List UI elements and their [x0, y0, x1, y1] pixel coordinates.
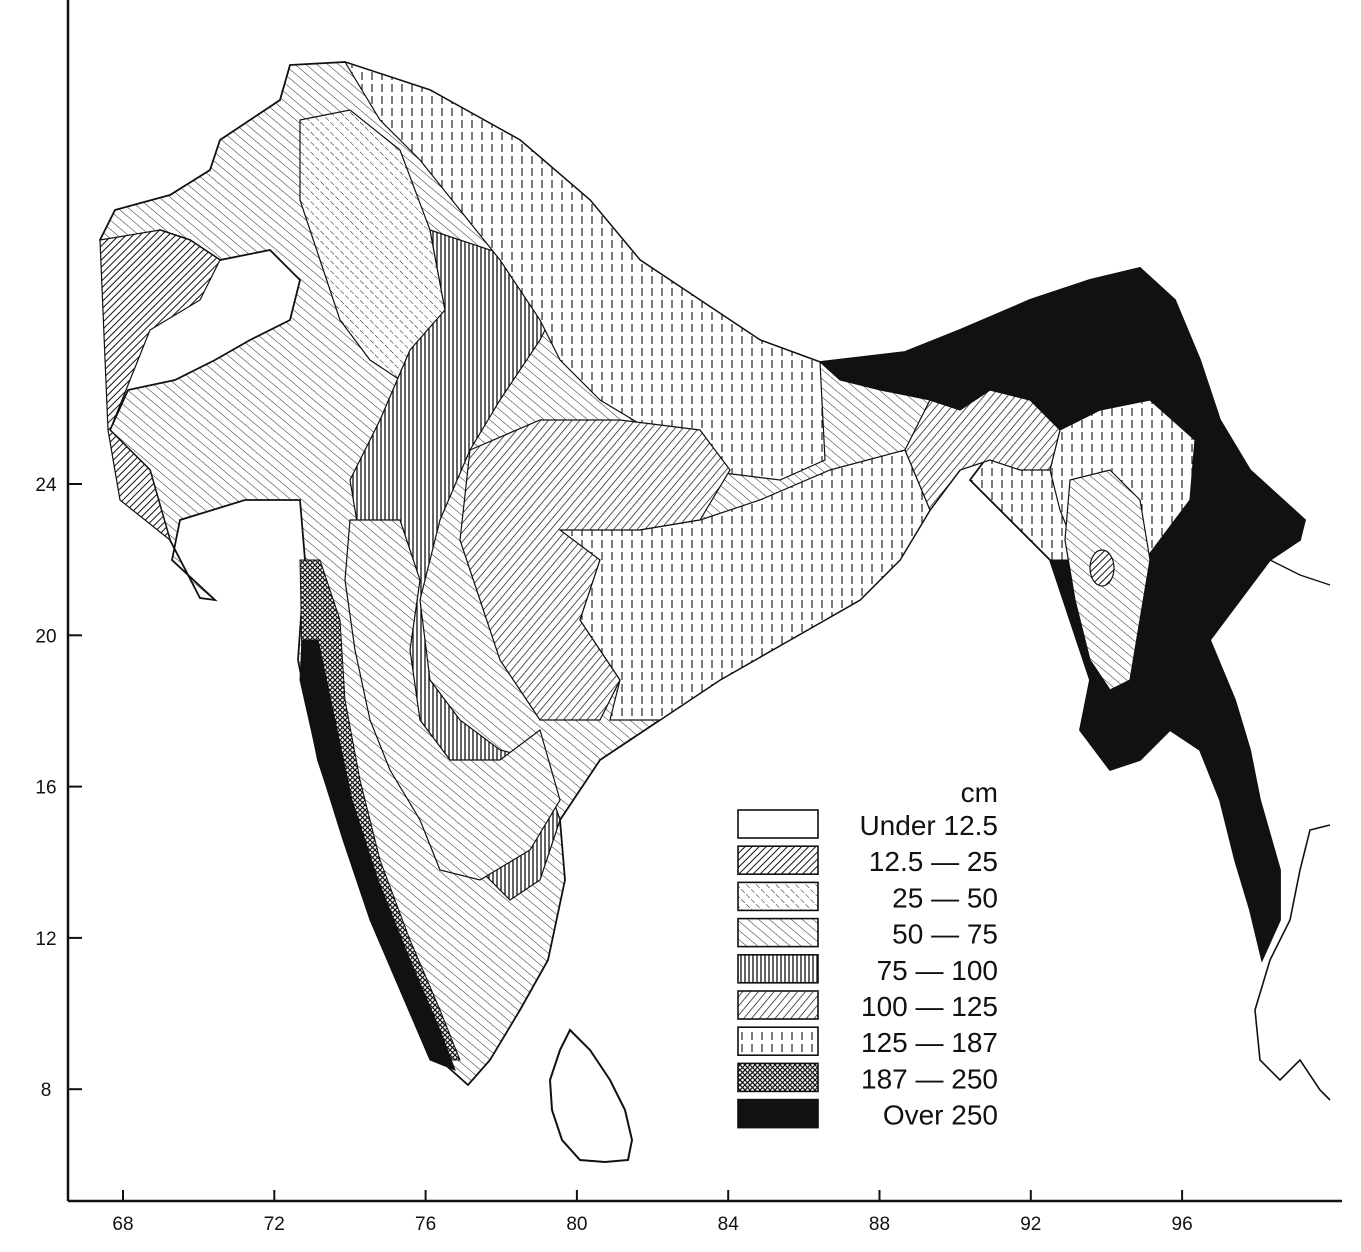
x-axis-ticks: 68 72 76 80 84 88 92 96: [112, 1190, 1193, 1235]
zone-deccan-50-75: [344, 519, 561, 881]
legend-label: 125 — 187: [861, 1027, 998, 1058]
legend-label: Under 12.5: [859, 810, 998, 841]
legend-label: 100 — 125: [861, 991, 998, 1022]
legend-swatch: [737, 1062, 819, 1093]
zone-konkan-over-250: [299, 639, 456, 1071]
legend-swatch: [737, 990, 819, 1020]
legend-swatch: [737, 809, 819, 839]
legend-label: Over 250: [883, 1100, 998, 1131]
legend: cm Under 12.5 12.5 — 25 25 — 50 50 — 75 75 —…: [737, 777, 998, 1131]
legend-label: 75 — 100: [877, 955, 998, 986]
y-tick-label: 16: [35, 778, 56, 799]
y-tick-label: 12: [35, 929, 56, 950]
legend-swatch: [737, 1026, 819, 1056]
legend-label: 187 — 250: [861, 1063, 998, 1094]
legend-swatch: [737, 953, 819, 984]
legend-label: 50 — 75: [892, 919, 998, 950]
zone-bengal-100-125: [904, 389, 1061, 512]
zone-thar-12-25: [99, 229, 221, 542]
laos-border-outline: [1269, 559, 1331, 586]
thailand-coast-outline: [1254, 824, 1331, 1101]
legend-label: 25 — 50: [892, 882, 998, 913]
x-tick-label: 88: [869, 1214, 890, 1235]
legend-swatch: [737, 917, 819, 948]
zone-gangetic-75-100: [349, 229, 561, 901]
zone-burma-core-12-25: [1089, 549, 1115, 587]
y-tick-label: 24: [35, 475, 57, 496]
x-tick-label: 96: [1172, 1214, 1193, 1235]
legend-unit: cm: [961, 777, 998, 808]
y-axis-ticks: 24 20 16 12 8: [35, 475, 82, 1101]
x-tick-label: 80: [566, 1214, 587, 1235]
x-tick-label: 76: [415, 1214, 436, 1235]
legend-swatch: [737, 1098, 819, 1129]
y-tick-label: 8: [41, 1080, 52, 1101]
y-tick-label: 20: [35, 626, 56, 647]
x-tick-label: 84: [718, 1214, 740, 1235]
x-tick-label: 92: [1020, 1214, 1041, 1235]
x-tick-label: 72: [264, 1214, 285, 1235]
legend-label: 12.5 — 25: [869, 846, 998, 877]
legend-swatch: [737, 881, 819, 912]
x-tick-label: 68: [112, 1214, 133, 1235]
sri-lanka-outline: [548, 1028, 634, 1164]
legend-swatch: [737, 845, 819, 876]
zone-himalaya-125-187: [343, 60, 826, 481]
map-frame: [66, 0, 1342, 1203]
zone-east-125-187: [558, 449, 931, 721]
